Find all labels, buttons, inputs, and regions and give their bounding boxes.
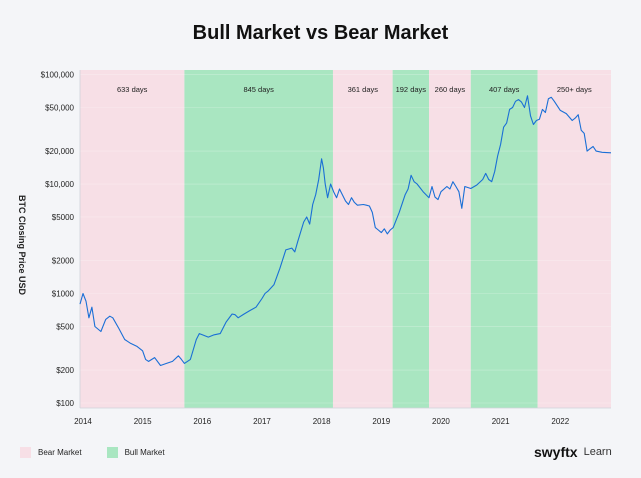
y-tick-label: $1000 — [52, 290, 75, 299]
period-label: 845 days — [243, 85, 274, 94]
x-tick-label: 2018 — [313, 417, 331, 426]
legend-swatch-bear — [20, 447, 31, 458]
y-tick-label: $5000 — [52, 213, 75, 222]
period-band-bull — [392, 70, 430, 408]
period-bands — [80, 70, 611, 408]
period-band-bear — [332, 70, 393, 408]
period-label: 633 days — [117, 85, 148, 94]
x-tick-label: 2014 — [74, 417, 92, 426]
price-series — [79, 95, 612, 367]
period-band-bull — [184, 70, 333, 408]
brand-logo: swyftx Learn — [534, 444, 612, 460]
brand-tagline: Learn — [583, 446, 612, 458]
period-label: 250+ days — [557, 85, 592, 94]
legend-item-bull: Bull Market — [106, 447, 165, 458]
y-tick-label: $50,000 — [45, 103, 74, 112]
period-label: 260 days — [435, 85, 466, 94]
btc-price-line — [79, 95, 612, 367]
y-tick-label: $10,000 — [45, 180, 74, 189]
legend-item-bear: Bear Market — [20, 447, 82, 458]
x-tick-label: 2021 — [492, 417, 510, 426]
period-label: 361 days — [348, 85, 379, 94]
x-axis-ticks: 2014 2015 2016 2017 2018 2019 2020 2021 2022 — [74, 417, 570, 426]
brand-name: swyftx — [534, 444, 578, 460]
x-tick-label: 2017 — [253, 417, 271, 426]
period-band-bear — [537, 70, 611, 408]
legend: Bear Market Bull Market — [20, 447, 190, 458]
y-axis-ticks: $100,000 $50,000 $20,000 $10,000 $5000 $2000 $… — [41, 71, 75, 408]
y-tick-label: $20,000 — [45, 147, 74, 156]
legend-swatch-bull — [106, 447, 118, 458]
gridlines — [79, 70, 611, 409]
period-band-bull — [470, 70, 538, 408]
legend-label-bull: Bull Market — [124, 448, 165, 457]
x-tick-label: 2020 — [432, 417, 450, 426]
x-tick-label: 2019 — [372, 417, 390, 426]
y-axis-title: BTC Closing Price USD — [17, 195, 27, 296]
y-tick-label: $2000 — [52, 257, 75, 266]
period-label: 192 days — [396, 85, 427, 94]
y-tick-label: $100 — [56, 399, 74, 408]
period-label: 407 days — [489, 85, 520, 94]
period-band-bear — [429, 70, 471, 408]
period-band-bear — [80, 70, 185, 408]
period-labels: 633 days 845 days 361 days 192 days 260 days… — [117, 85, 592, 94]
chart-title: Bull Market vs Bear Market — [192, 22, 449, 44]
y-tick-label: $200 — [56, 366, 74, 375]
y-tick-label: $100,000 — [41, 71, 75, 80]
legend-label-bear: Bear Market — [38, 448, 82, 457]
x-tick-label: 2022 — [551, 417, 569, 426]
x-tick-label: 2016 — [193, 417, 211, 426]
y-tick-label: $500 — [56, 322, 74, 331]
x-tick-label: 2015 — [134, 417, 152, 426]
